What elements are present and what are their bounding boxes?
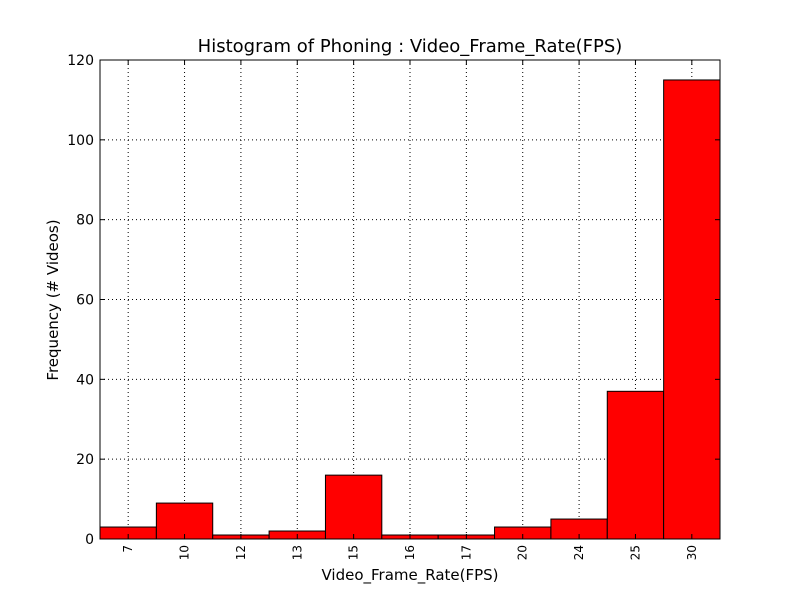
histogram-bar-30 <box>663 79 721 540</box>
chart-title: Histogram of Phoning : Video_Frame_Rate(… <box>198 36 623 57</box>
y-tick-label: 40 <box>76 372 94 388</box>
y-tick-label: 60 <box>76 293 94 309</box>
x-tick-label: 13 <box>290 545 304 560</box>
histogram-bar-15 <box>324 474 383 540</box>
x-tick-label: 20 <box>516 545 530 560</box>
histogram-bar-25 <box>606 390 665 540</box>
x-tick-label: 10 <box>178 545 192 560</box>
y-tick-label: 120 <box>67 53 94 69</box>
x-tick-label: 30 <box>685 545 699 560</box>
axis-ticks: 0 20 40 60 80 100 120 7 10 12 13 15 16 17 20 24 25 30 <box>67 53 720 560</box>
histogram-bar-10 <box>155 502 214 540</box>
x-tick-label: 16 <box>403 545 417 560</box>
bars <box>99 79 721 540</box>
y-tick-label: 20 <box>76 452 94 468</box>
x-tick-label: 7 <box>121 545 135 553</box>
x-tick-label: 17 <box>459 545 473 560</box>
x-tick-label: 24 <box>572 545 586 560</box>
x-tick-label: 12 <box>234 545 248 560</box>
x-tick-label: 25 <box>628 545 642 560</box>
y-tick-label: 80 <box>76 213 94 229</box>
y-tick-label: 100 <box>67 133 94 149</box>
y-tick-label: 0 <box>85 532 94 548</box>
x-tick-label: 15 <box>347 545 361 560</box>
x-axis-label: Video_Frame_Rate(FPS) <box>321 566 498 585</box>
y-axis-label: Frequency (# Videos) <box>44 219 62 380</box>
